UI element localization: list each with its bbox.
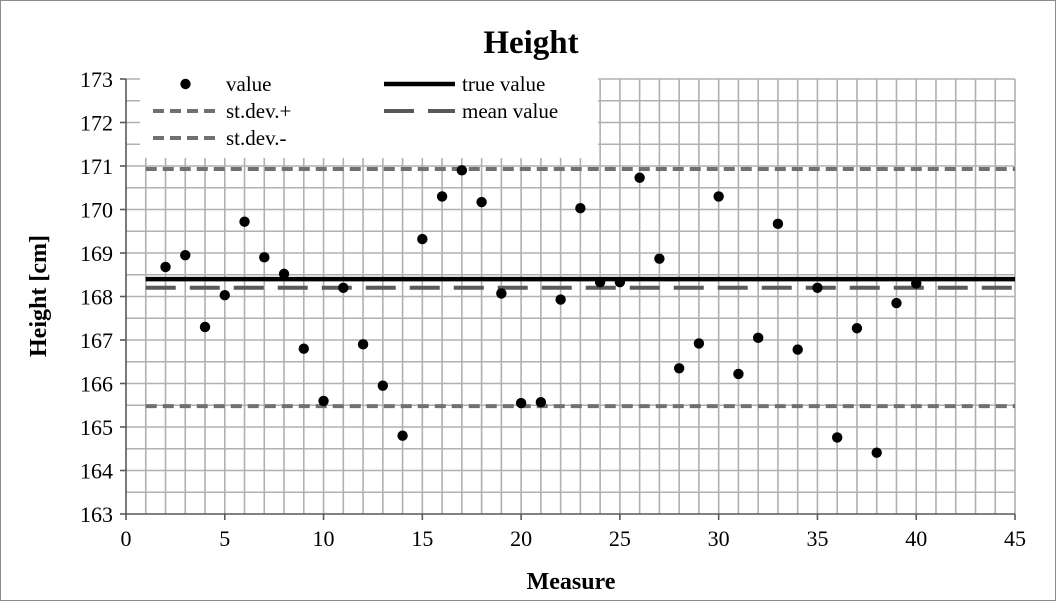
legend-background bbox=[140, 70, 598, 158]
x-tick-label: 40 bbox=[905, 526, 927, 551]
data-point bbox=[871, 447, 882, 458]
data-point bbox=[496, 288, 507, 299]
data-point bbox=[417, 233, 428, 245]
y-tick-label: 173 bbox=[80, 67, 113, 92]
y-tick-label: 164 bbox=[80, 459, 113, 484]
data-point bbox=[397, 430, 408, 441]
data-point bbox=[357, 339, 369, 350]
data-point bbox=[160, 261, 171, 273]
data-point bbox=[515, 397, 527, 409]
legend-label: st.dev.- bbox=[226, 126, 286, 150]
data-point bbox=[911, 278, 922, 289]
data-point bbox=[180, 249, 191, 261]
data-point bbox=[772, 218, 784, 230]
legend-label: st.dev.+ bbox=[226, 99, 291, 123]
data-point bbox=[792, 344, 803, 355]
x-tick-label: 5 bbox=[219, 526, 230, 551]
x-tick-label: 45 bbox=[1004, 526, 1026, 551]
data-point bbox=[199, 321, 211, 333]
y-tick-label: 171 bbox=[80, 154, 113, 179]
data-point bbox=[614, 276, 626, 288]
y-tick-label: 166 bbox=[80, 372, 113, 397]
legend-marker-value bbox=[180, 78, 191, 90]
x-tick-label: 10 bbox=[313, 526, 335, 551]
data-point bbox=[575, 202, 586, 214]
data-point bbox=[891, 297, 902, 309]
axes bbox=[120, 78, 1016, 520]
x-tick-label: 0 bbox=[121, 526, 132, 551]
data-point bbox=[733, 368, 744, 380]
reference-lines bbox=[145, 167, 1015, 409]
y-tick-label: 170 bbox=[80, 198, 113, 223]
data-point bbox=[713, 191, 724, 202]
data-point bbox=[436, 191, 448, 202]
data-point bbox=[594, 276, 606, 288]
data-point bbox=[219, 289, 230, 301]
data-point bbox=[338, 282, 349, 293]
data-point bbox=[555, 294, 566, 305]
x-axis-title: Measure bbox=[527, 569, 616, 595]
data-point bbox=[851, 323, 863, 334]
y-tick-label: 168 bbox=[80, 285, 113, 310]
data-point bbox=[239, 216, 250, 227]
x-tick-label: 15 bbox=[411, 526, 433, 551]
y-tick-labels: 163 164 165 166 167 168 169 170 171 172 173 bbox=[80, 67, 113, 527]
y-tick-label: 169 bbox=[80, 241, 113, 266]
chart-title: Height bbox=[483, 25, 578, 61]
y-axis-title: Height [cm] bbox=[26, 235, 52, 357]
data-point bbox=[456, 165, 468, 176]
data-point bbox=[259, 252, 270, 263]
data-point bbox=[673, 363, 685, 374]
data-point bbox=[278, 268, 290, 280]
data-point bbox=[654, 253, 665, 264]
data-point bbox=[693, 338, 705, 349]
data-point bbox=[634, 172, 645, 183]
y-tick-label: 172 bbox=[80, 111, 113, 136]
y-tick-label: 163 bbox=[80, 502, 113, 527]
data-point bbox=[752, 332, 764, 344]
legend-box bbox=[140, 70, 598, 158]
y-tick-label: 167 bbox=[80, 328, 113, 353]
legend-label: value bbox=[226, 72, 271, 96]
x-tick-labels: 0 5 10 15 20 25 30 35 40 45 bbox=[121, 526, 1027, 551]
x-tick-label: 25 bbox=[609, 526, 631, 551]
data-point bbox=[318, 395, 329, 407]
data-point bbox=[476, 196, 487, 208]
value-points bbox=[160, 165, 922, 458]
x-tick-label: 30 bbox=[708, 526, 730, 551]
data-point bbox=[377, 380, 389, 391]
legend: value true value st.dev.+ mean value st.dev.… bbox=[153, 72, 558, 150]
data-point bbox=[812, 282, 823, 293]
x-tick-label: 35 bbox=[806, 526, 828, 551]
y-tick-label: 165 bbox=[80, 415, 113, 440]
data-point bbox=[535, 397, 547, 408]
x-tick-label: 20 bbox=[510, 526, 532, 551]
legend-label: true value bbox=[462, 72, 545, 96]
legend-label: mean value bbox=[462, 99, 558, 123]
data-point bbox=[298, 343, 309, 354]
data-point bbox=[832, 432, 843, 443]
